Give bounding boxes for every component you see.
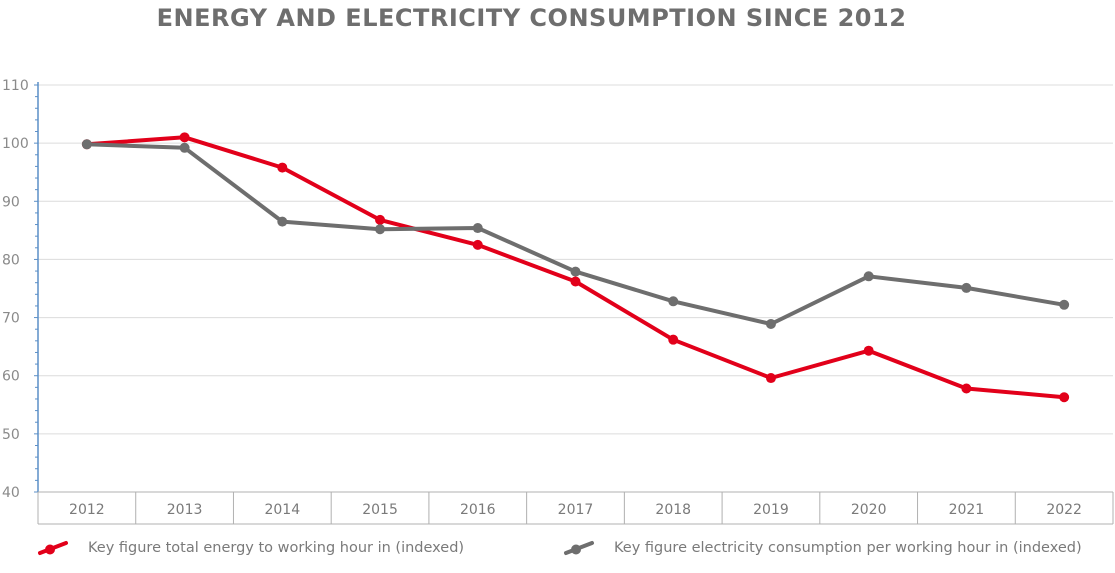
x-tick-label-2018: 2018 — [655, 502, 691, 518]
x-tick-label-2013: 2013 — [167, 502, 203, 518]
data-point-0-2020 — [863, 345, 874, 356]
y-tick-label-100: 100 — [2, 136, 29, 152]
data-point-1-2015 — [375, 224, 386, 235]
data-point-1-2019 — [765, 318, 776, 329]
y-tick-label-110: 110 — [2, 78, 29, 94]
y-tick-label-90: 90 — [2, 194, 20, 210]
x-tick-label-2015: 2015 — [362, 502, 398, 518]
legend-swatch-electricity — [564, 541, 594, 555]
data-point-1-2018 — [668, 296, 679, 307]
data-point-1-2014 — [277, 216, 288, 227]
y-tick-labels: 40 50 60 70 80 90 100 110 — [2, 78, 29, 501]
x-tick-label-2014: 2014 — [264, 502, 300, 518]
data-point-0-2014 — [277, 162, 288, 173]
x-tick-label-2012: 2012 — [69, 502, 105, 518]
data-point-0-2021 — [961, 383, 972, 394]
x-tick-label-2022: 2022 — [1046, 502, 1082, 518]
chart-title: ENERGY AND ELECTRICITY CONSUMPTION SINCE… — [156, 4, 907, 32]
x-tick-label-2019: 2019 — [753, 502, 789, 518]
x-tick-label-2017: 2017 — [558, 502, 594, 518]
data-point-1-2022 — [1059, 299, 1070, 310]
data-point-1-2012 — [81, 139, 92, 150]
data-point-0-2022 — [1059, 392, 1070, 403]
y-tick-label-70: 70 — [2, 311, 20, 327]
y-tick-label-80: 80 — [2, 252, 20, 268]
y-tick-label-40: 40 — [2, 485, 20, 501]
data-point-0-2019 — [765, 373, 776, 384]
legend-label-energy: Key figure total energy to working hour … — [88, 540, 465, 556]
series-lines — [81, 132, 1070, 403]
x-tick-label-2021: 2021 — [949, 502, 985, 518]
legend-item-electricity: Key figure electricity consumption per w… — [562, 536, 1082, 560]
axes — [34, 82, 1114, 525]
data-point-0-2017 — [570, 276, 581, 287]
data-point-1-2016 — [472, 223, 483, 234]
y-tick-label-50: 50 — [2, 427, 20, 443]
data-point-1-2017 — [570, 266, 581, 277]
data-point-0-2016 — [472, 239, 483, 250]
y-tick-label-60: 60 — [2, 369, 20, 385]
data-point-1-2021 — [961, 282, 972, 293]
legend-label-electricity: Key figure electricity consumption per w… — [614, 540, 1082, 556]
x-tick-labels: 2012 2013 2014 2015 2016 2017 2018 2019 2020 2021… — [69, 502, 1082, 518]
legend-item-energy: Key figure total energy to working hour … — [36, 536, 464, 560]
data-point-0-2013 — [179, 132, 190, 143]
data-point-0-2018 — [668, 334, 679, 345]
data-point-1-2013 — [179, 142, 190, 153]
grid-lines — [38, 84, 1113, 435]
legend-swatch-energy — [38, 541, 68, 555]
data-point-0-2015 — [375, 214, 386, 225]
x-tick-label-2016: 2016 — [460, 502, 496, 518]
data-point-1-2020 — [863, 271, 874, 282]
series-line-1 — [84, 142, 1067, 326]
x-tick-label-2020: 2020 — [851, 502, 887, 518]
